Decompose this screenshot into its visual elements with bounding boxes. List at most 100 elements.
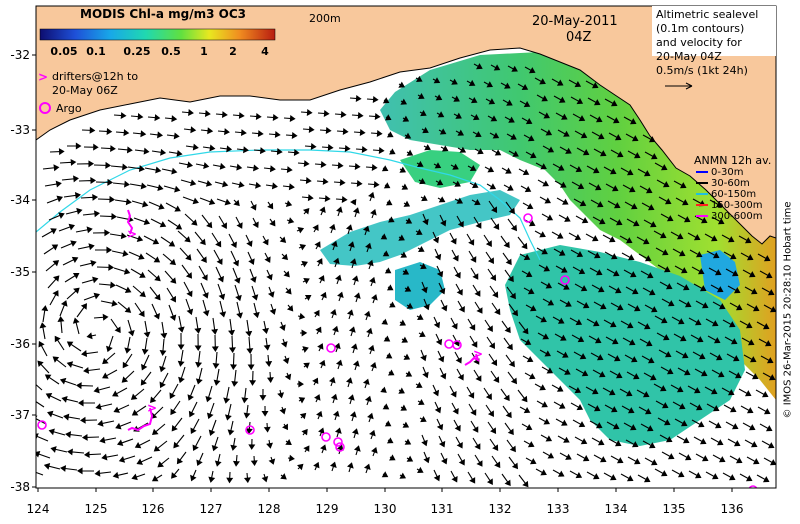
velocity-arrow bbox=[314, 160, 327, 168]
velocity-arrow bbox=[201, 214, 213, 229]
velocity-arrow bbox=[350, 343, 358, 354]
velocity-arrow bbox=[167, 219, 183, 230]
velocity-arrow bbox=[398, 81, 406, 88]
drifter-note-line1: drifters@12h to bbox=[52, 70, 138, 83]
velocity-arrow bbox=[593, 301, 607, 310]
velocity-arrow bbox=[551, 384, 564, 392]
velocity-arrow bbox=[131, 405, 147, 416]
lon-tick-label: 127 bbox=[200, 502, 223, 516]
velocity-arrow bbox=[247, 251, 255, 265]
velocity-arrow bbox=[348, 326, 356, 337]
velocity-arrow bbox=[671, 469, 685, 478]
velocity-arrow bbox=[300, 260, 308, 268]
velocity-arrow bbox=[450, 163, 459, 170]
velocity-arrow bbox=[118, 455, 136, 463]
velocity-arrow bbox=[691, 419, 705, 428]
velocity-arrow bbox=[552, 469, 565, 477]
velocity-arrow bbox=[345, 224, 353, 235]
velocity-arrow bbox=[337, 291, 344, 302]
velocity-arrow bbox=[335, 195, 348, 203]
velocity-arrow bbox=[282, 423, 288, 431]
velocity-arrow bbox=[287, 454, 295, 462]
velocity-arrow bbox=[450, 317, 458, 330]
velocity-arrow bbox=[725, 268, 739, 277]
velocity-arrow bbox=[36, 383, 43, 391]
velocity-arrow bbox=[303, 445, 310, 453]
velocity-arrow bbox=[92, 229, 111, 237]
velocity-arrow bbox=[41, 228, 57, 238]
depth-contour-label: 200m bbox=[309, 12, 341, 25]
velocity-arrow bbox=[576, 147, 590, 156]
velocity-arrow bbox=[450, 470, 458, 483]
velocity-arrow bbox=[369, 276, 376, 287]
velocity-arrow bbox=[312, 224, 319, 233]
velocity-arrow bbox=[742, 269, 756, 278]
velocity-arrow bbox=[521, 117, 533, 125]
velocity-arrow bbox=[501, 167, 512, 174]
velocity-arrow bbox=[506, 133, 517, 140]
velocity-arrow bbox=[644, 304, 658, 313]
velocity-arrow bbox=[536, 94, 548, 102]
velocity-arrow bbox=[368, 344, 375, 355]
velocity-arrow-field bbox=[36, 63, 776, 488]
velocity-arrow bbox=[44, 374, 60, 385]
velocity-arrow bbox=[347, 394, 355, 405]
velocity-arrow bbox=[421, 126, 429, 134]
velocity-arrow bbox=[164, 115, 178, 123]
velocity-arrow bbox=[50, 446, 68, 453]
velocity-arrow bbox=[661, 451, 675, 460]
velocity-arrow bbox=[329, 223, 336, 234]
velocity-arrow bbox=[642, 440, 656, 449]
velocity-arrow bbox=[485, 98, 496, 105]
velocity-arrow bbox=[432, 231, 440, 244]
velocity-arrow bbox=[347, 462, 354, 473]
velocity-arrow bbox=[540, 434, 553, 442]
velocity-arrow bbox=[232, 112, 245, 119]
velocity-arrow bbox=[541, 213, 554, 221]
velocity-arrow bbox=[484, 166, 495, 173]
velocity-arrow bbox=[77, 243, 95, 251]
lat-tick-label: -36 bbox=[10, 337, 30, 351]
velocity-arrow bbox=[318, 275, 325, 284]
velocity-arrow bbox=[468, 250, 477, 263]
velocity-arrow bbox=[346, 377, 353, 388]
velocity-arrow bbox=[224, 403, 232, 421]
velocity-arrow bbox=[603, 166, 617, 175]
velocity-arrow bbox=[418, 177, 426, 185]
velocity-arrow bbox=[609, 370, 623, 379]
velocity-arrow bbox=[449, 232, 457, 245]
velocity-arrow bbox=[370, 209, 377, 219]
velocity-arrow bbox=[265, 354, 273, 367]
velocity-arrow bbox=[469, 181, 479, 189]
velocity-arrow bbox=[247, 353, 255, 371]
velocity-arrow bbox=[141, 354, 150, 371]
velocity-arrow bbox=[740, 252, 754, 261]
velocity-arrow bbox=[738, 235, 752, 244]
velocity-arrow bbox=[708, 420, 722, 429]
velocity-arrow bbox=[67, 142, 82, 150]
argo-symbol bbox=[39, 102, 51, 114]
velocity-arrow bbox=[38, 340, 48, 357]
velocity-arrow bbox=[241, 387, 249, 404]
velocity-arrow bbox=[761, 287, 775, 296]
velocity-arrow bbox=[163, 185, 181, 193]
velocity-arrow bbox=[83, 143, 99, 151]
colorbar-tick: 1 bbox=[200, 45, 208, 58]
velocity-arrow bbox=[195, 367, 203, 385]
velocity-arrow bbox=[467, 318, 476, 331]
velocity-arrow bbox=[402, 268, 410, 275]
velocity-arrow bbox=[619, 388, 633, 397]
velocity-arrow bbox=[472, 437, 481, 450]
velocity-arrow bbox=[215, 266, 224, 283]
velocity-arrow bbox=[110, 318, 121, 334]
velocity-arrow bbox=[165, 202, 181, 212]
velocity-arrow bbox=[436, 265, 444, 278]
velocity-arrow bbox=[490, 64, 501, 71]
velocity-arrow bbox=[608, 132, 622, 141]
velocity-arrow bbox=[366, 327, 373, 338]
velocity-arrow bbox=[253, 147, 266, 155]
velocity-arrow bbox=[81, 126, 96, 134]
velocity-arrow bbox=[656, 179, 670, 188]
velocity-arrow bbox=[347, 241, 355, 252]
